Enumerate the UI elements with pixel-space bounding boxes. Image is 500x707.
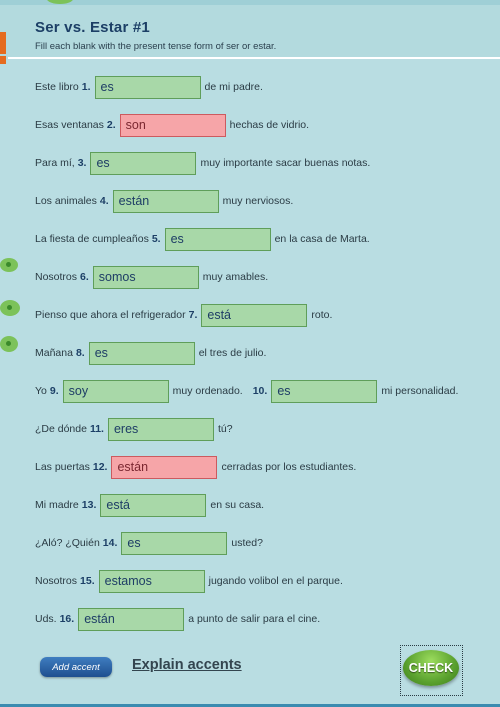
frog-head-icon xyxy=(47,0,73,4)
header-divider xyxy=(8,57,500,59)
question-text-after: de mi padre. xyxy=(204,81,263,93)
answer-field[interactable]: es xyxy=(88,341,195,365)
header: Ser vs. Estar #1 Fill each blank with th… xyxy=(0,5,500,57)
question-text: Mi madre xyxy=(35,499,79,511)
question-row: Yo 9. soy muy ordenado. 10. es mi personalidad… xyxy=(35,379,458,403)
question-row: La fiesta de cumpleaños 5. es en la casa de… xyxy=(35,227,370,251)
question-row: Los animales 4. están muy nerviosos. xyxy=(35,189,293,213)
answer-field[interactable]: es xyxy=(271,379,378,403)
question-text: Mañana xyxy=(35,347,73,359)
question-number: 15. xyxy=(80,575,95,587)
answer-field[interactable]: está xyxy=(100,493,207,517)
question-text: Nosotros xyxy=(35,271,78,283)
answer-field[interactable]: están xyxy=(78,607,185,631)
answer-field[interactable]: está xyxy=(201,303,308,327)
question-text-after: a punto de salir para el cine. xyxy=(188,613,321,625)
question-number: 2. xyxy=(106,119,116,131)
question-text-after: mi personalidad. xyxy=(381,385,459,397)
question-text: Uds. xyxy=(35,613,57,625)
question-number: 5. xyxy=(151,233,161,245)
question-row: Nosotros 15. estamos jugando volibol en el … xyxy=(35,569,343,593)
question-text: La fiesta de cumpleaños xyxy=(35,233,149,245)
question-text: Pienso que ahora el refrigerador xyxy=(35,309,186,321)
instructions: Fill each blank with the present tense f… xyxy=(35,41,277,52)
question-number: 7. xyxy=(188,309,198,321)
top-strip xyxy=(0,0,500,5)
question-text-after: en la casa de Marta. xyxy=(274,233,370,245)
question-number: 11. xyxy=(89,423,104,435)
question-number: 9. xyxy=(49,385,59,397)
question-text-after: en su casa. xyxy=(210,499,265,511)
answer-field[interactable]: estamos xyxy=(98,569,205,593)
question-number: 4. xyxy=(99,195,109,207)
frog-feet-icon xyxy=(0,258,22,358)
question-text: Nosotros xyxy=(35,575,78,587)
question-number: 8. xyxy=(75,347,85,359)
question-number: 10. xyxy=(252,385,268,397)
check-button[interactable]: CHECK xyxy=(403,650,459,686)
question-text-after: usted? xyxy=(231,537,263,549)
question-row: ¿Aló? ¿Quién 14. es usted? xyxy=(35,531,263,555)
question-row: Mañana 8. es el tres de julio. xyxy=(35,341,266,365)
question-text: Las puertas xyxy=(35,461,90,473)
question-text-after: muy nerviosos. xyxy=(222,195,294,207)
question-number: 1. xyxy=(81,81,91,93)
question-number: 14. xyxy=(102,537,118,549)
answer-field[interactable]: es xyxy=(164,227,271,251)
question-number: 13. xyxy=(81,499,97,511)
answer-field[interactable]: somos xyxy=(92,265,199,289)
question-row: Pienso que ahora el refrigerador 7. está ro… xyxy=(35,303,332,327)
question-number: 12. xyxy=(92,461,108,473)
answer-field[interactable]: soy xyxy=(62,379,169,403)
answer-field[interactable]: eres xyxy=(107,417,214,441)
bottom-border xyxy=(0,704,500,707)
orange-tab xyxy=(0,32,6,54)
question-text-after: muy ordenado. xyxy=(172,385,243,397)
orange-tab-lower xyxy=(0,56,6,64)
answer-field[interactable]: están xyxy=(112,189,219,213)
question-text-after: tú? xyxy=(217,423,233,435)
question-text: Este libro xyxy=(35,81,79,93)
question-number: 16. xyxy=(59,613,75,625)
question-row: Nosotros 6. somos muy amables. xyxy=(35,265,268,289)
question-text-after: el tres de julio. xyxy=(198,347,267,359)
question-number: 3. xyxy=(77,157,87,169)
answer-field[interactable]: es xyxy=(94,75,201,99)
question-row: Para mí, 3. es muy importante sacar buenas … xyxy=(35,151,370,175)
question-text: ¿Aló? ¿Quién xyxy=(35,537,100,549)
question-text: Esas ventanas xyxy=(35,119,104,131)
answer-field[interactable]: es xyxy=(121,531,228,555)
add-accent-button[interactable]: Add accent xyxy=(40,657,112,677)
question-text-after: roto. xyxy=(311,309,333,321)
question-row: Este libro 1. es de mi padre. xyxy=(35,75,263,99)
page-title: Ser vs. Estar #1 xyxy=(35,19,150,36)
question-text: Yo xyxy=(35,385,47,397)
answer-field[interactable]: son xyxy=(119,113,226,137)
question-text-after: muy importante sacar buenas notas. xyxy=(200,157,371,169)
question-row: Esas ventanas 2. son hechas de vidrio. xyxy=(35,113,309,137)
question-row: Uds. 16. están a punto de salir para el cin… xyxy=(35,607,320,631)
question-row: Las puertas 12. están cerradas por los estu… xyxy=(35,455,356,479)
question-text-after: jugando volibol en el parque. xyxy=(208,575,343,587)
answer-field[interactable]: están xyxy=(111,455,218,479)
question-text: Para mí, xyxy=(35,157,75,169)
question-number: 6. xyxy=(80,271,89,283)
question-row: ¿De dónde 11. eres tú? xyxy=(35,417,233,441)
explain-accents-link[interactable]: Explain accents xyxy=(132,657,242,673)
question-text: ¿De dónde xyxy=(35,423,87,435)
answer-field[interactable]: es xyxy=(90,151,197,175)
question-text-after: cerradas por los estudiantes. xyxy=(221,461,357,473)
question-text-after: hechas de vidrio. xyxy=(229,119,310,131)
check-focus-frame xyxy=(400,645,463,696)
question-text-after: muy amables. xyxy=(202,271,269,283)
question-row: Mi madre 13. está en su casa. xyxy=(35,493,264,517)
question-text: Los animales xyxy=(35,195,97,207)
